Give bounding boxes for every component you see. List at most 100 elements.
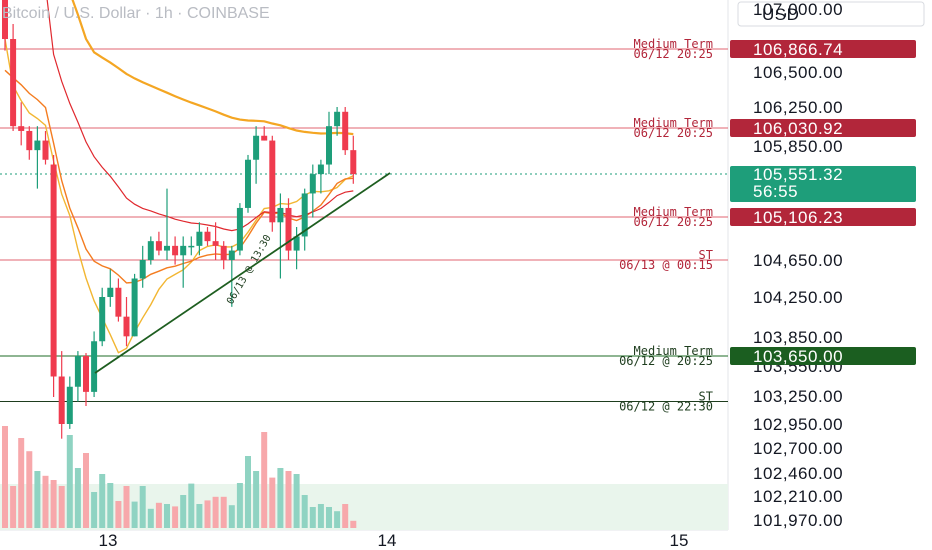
price-tick-label: 104,650.00 xyxy=(753,251,843,270)
currency-selector[interactable]: USD xyxy=(737,1,925,27)
price-tags: 106,866.74 106,030.92 105,106.23 103,650.00… xyxy=(730,40,916,366)
candle-body[interactable] xyxy=(326,126,332,165)
candle-body[interactable] xyxy=(196,231,203,246)
candle-body[interactable] xyxy=(228,250,235,260)
volume-bar xyxy=(293,474,300,528)
price-tick-label: 102,700.00 xyxy=(753,439,843,458)
ma-slow-line xyxy=(46,0,354,232)
candle-body[interactable] xyxy=(334,111,341,127)
candle-body[interactable] xyxy=(164,245,170,251)
volume-bar xyxy=(253,471,260,528)
moving-averages xyxy=(4,0,354,354)
volume-bar xyxy=(10,486,17,528)
volume-bar xyxy=(107,483,114,528)
volume-bar xyxy=(83,453,89,528)
level-time-label: 06/12 @ 22:30 xyxy=(619,400,713,414)
candle-body[interactable] xyxy=(342,111,349,151)
candle-body[interactable] xyxy=(309,174,316,194)
candle-body[interactable] xyxy=(58,376,65,425)
volume-bar xyxy=(50,480,57,528)
candle-body[interactable] xyxy=(99,297,106,342)
candle-body[interactable] xyxy=(147,241,154,260)
candle-body[interactable] xyxy=(83,356,89,392)
candle-body[interactable] xyxy=(285,207,292,251)
volume-bar xyxy=(204,500,211,528)
candle-body[interactable] xyxy=(34,140,41,151)
ma-long-line xyxy=(71,0,354,136)
candle-body[interactable] xyxy=(253,135,260,160)
volume-bar xyxy=(261,432,268,528)
candle-body[interactable] xyxy=(50,164,57,377)
candle-body[interactable] xyxy=(18,126,25,131)
level-label: Medium Term xyxy=(634,37,713,51)
volume-bar xyxy=(147,508,154,528)
candle-body[interactable] xyxy=(2,0,8,40)
candle-body[interactable] xyxy=(115,287,122,317)
volume-bars xyxy=(2,426,357,528)
time-axis[interactable]: 13 14 15 xyxy=(99,531,689,550)
ma-mid-line xyxy=(4,69,354,284)
candle-body[interactable] xyxy=(10,39,17,127)
ascending-trendline[interactable] xyxy=(94,172,391,374)
volume-bar xyxy=(196,504,203,528)
volume-bar xyxy=(228,505,235,528)
candle-body[interactable] xyxy=(269,140,276,223)
candle-body[interactable] xyxy=(42,140,49,160)
time-tick-label: 15 xyxy=(670,531,689,550)
candle-body[interactable] xyxy=(317,164,324,175)
volume-bar xyxy=(164,504,170,528)
candle-body[interactable] xyxy=(301,193,308,237)
candle-body[interactable] xyxy=(293,236,300,251)
chart-title: Bitcoin / U.S. Dollar · 1h · COINBASE xyxy=(2,5,270,22)
level-price-tag xyxy=(730,119,916,137)
candle-body[interactable] xyxy=(155,241,162,251)
candle-body[interactable] xyxy=(26,130,33,151)
volume-bar xyxy=(91,492,98,528)
candle-body[interactable] xyxy=(66,386,73,424)
candlesticks[interactable] xyxy=(2,0,357,439)
candle-body[interactable] xyxy=(131,278,138,337)
candle-body[interactable] xyxy=(180,245,187,256)
candle-body[interactable] xyxy=(74,356,81,387)
candle-body[interactable] xyxy=(350,150,357,175)
level-time-label: 06/12 20:25 xyxy=(634,47,713,61)
volume-bar xyxy=(99,474,106,528)
candle-body[interactable] xyxy=(277,207,284,223)
candle-body[interactable] xyxy=(212,241,219,246)
candle-body[interactable] xyxy=(139,260,146,279)
volume-bar xyxy=(172,506,179,528)
level-time-label: 06/12 20:25 xyxy=(634,215,713,229)
candle-body[interactable] xyxy=(91,341,98,392)
candle-body[interactable] xyxy=(220,245,227,260)
price-tick-label: 104,250.00 xyxy=(753,288,843,307)
price-tick-label: 101,970.00 xyxy=(753,511,843,530)
volume-bar xyxy=(18,438,25,528)
volume-bar xyxy=(269,477,276,528)
price-axis[interactable]: 107,000.00106,750.00106,500.00106,250.00… xyxy=(753,0,843,530)
price-tick-label: 102,460.00 xyxy=(753,464,843,483)
volume-bar xyxy=(26,451,33,528)
level-label: ST xyxy=(699,390,713,404)
candle-body[interactable] xyxy=(123,316,130,337)
volume-bar xyxy=(301,495,308,528)
level-label: Medium Term xyxy=(634,205,713,219)
volume-bar xyxy=(326,507,332,528)
price-tick-label: 106,500.00 xyxy=(753,63,843,82)
candle-body[interactable] xyxy=(188,245,195,248)
candle-body[interactable] xyxy=(204,231,211,242)
level-time-label: 06/13 @ 00:15 xyxy=(619,258,713,272)
candle-body[interactable] xyxy=(172,245,179,256)
candle-body[interactable] xyxy=(261,135,268,141)
volume-bar xyxy=(115,501,122,528)
volume-bar xyxy=(155,502,162,528)
price-tick-label: 102,950.00 xyxy=(753,415,843,434)
current-price-text: 105,551.32 xyxy=(753,165,843,184)
candle-body[interactable] xyxy=(245,159,251,208)
price-tick-label: 103,850.00 xyxy=(753,328,843,347)
candle-body[interactable] xyxy=(107,287,114,297)
volume-bar xyxy=(309,507,316,528)
volume-bar xyxy=(317,504,324,528)
candle-body[interactable] xyxy=(236,207,243,251)
